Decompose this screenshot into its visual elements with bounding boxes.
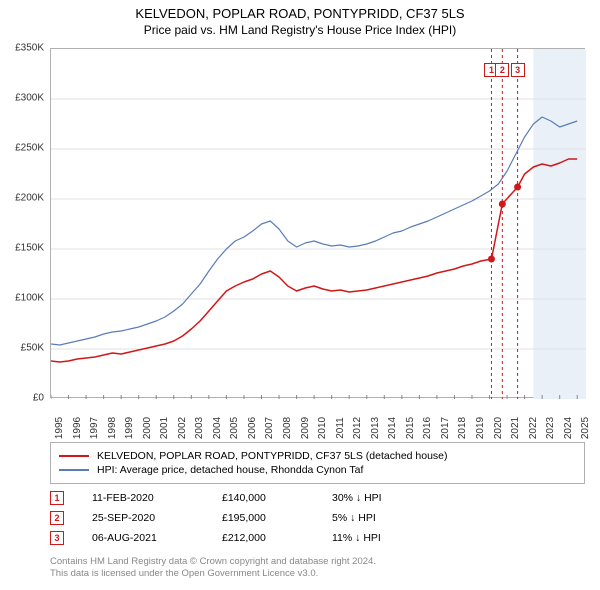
y-tick-label: £0	[33, 393, 44, 404]
legend-item: HPI: Average price, detached house, Rhon…	[59, 463, 576, 477]
event-table: 1 11-FEB-2020£140,00030% ↓ HPI 2 25-SEP-202…	[50, 488, 585, 548]
legend-swatch	[59, 455, 89, 457]
x-tick-label: 1999	[124, 417, 135, 439]
chart-event-marker: 3	[511, 63, 525, 77]
x-tick-label: 1997	[89, 417, 100, 439]
event-marker-icon: 3	[50, 531, 64, 545]
x-tick-label: 2000	[142, 417, 153, 439]
x-tick-label: 2016	[422, 417, 433, 439]
y-tick-label: £200K	[15, 193, 44, 204]
legend-label: HPI: Average price, detached house, Rhon…	[97, 464, 363, 476]
x-tick-label: 2021	[510, 417, 521, 439]
x-tick-label: 2015	[405, 417, 416, 439]
x-tick-label: 2023	[545, 417, 556, 439]
event-date: 11-FEB-2020	[92, 492, 222, 504]
x-tick-label: 2004	[212, 417, 223, 439]
event-marker-icon: 2	[50, 511, 64, 525]
chart-event-marker: 2	[495, 63, 509, 77]
x-tick-label: 2006	[247, 417, 258, 439]
y-tick-label: £150K	[15, 243, 44, 254]
chart-title-block: KELVEDON, POPLAR ROAD, PONTYPRIDD, CF37 …	[0, 0, 600, 37]
x-axis-labels: 1995 1996 1997 1998 1999 2000 2001 2002 2003 2004…	[50, 400, 585, 440]
event-diff: 30% ↓ HPI	[332, 492, 452, 504]
event-diff: 11% ↓ HPI	[332, 532, 452, 544]
x-tick-label: 2007	[264, 417, 275, 439]
y-tick-label: £100K	[15, 293, 44, 304]
legend-label: KELVEDON, POPLAR ROAD, PONTYPRIDD, CF37 …	[97, 450, 448, 462]
x-tick-label: 2011	[335, 417, 346, 439]
y-tick-label: £350K	[15, 43, 44, 54]
x-tick-label: 1995	[54, 417, 65, 439]
event-row: 1 11-FEB-2020£140,00030% ↓ HPI	[50, 488, 585, 508]
event-price: £140,000	[222, 492, 332, 504]
event-date: 25-SEP-2020	[92, 512, 222, 524]
event-diff: 5% ↓ HPI	[332, 512, 452, 524]
x-tick-label: 2012	[352, 417, 363, 439]
x-tick-label: 2009	[300, 417, 311, 439]
x-tick-label: 2003	[194, 417, 205, 439]
chart-svg	[51, 49, 586, 399]
event-marker-icon: 1	[50, 491, 64, 505]
event-row: 2 25-SEP-2020£195,0005% ↓ HPI	[50, 508, 585, 528]
x-tick-label: 1998	[107, 417, 118, 439]
x-tick-label: 2002	[177, 417, 188, 439]
legend-item: KELVEDON, POPLAR ROAD, PONTYPRIDD, CF37 …	[59, 449, 576, 463]
x-tick-label: 2017	[440, 417, 451, 439]
x-tick-label: 2010	[317, 417, 328, 439]
x-tick-label: 1996	[72, 417, 83, 439]
x-tick-label: 2005	[229, 417, 240, 439]
chart-plot-area: 123	[50, 48, 585, 398]
y-tick-label: £300K	[15, 93, 44, 104]
x-tick-label: 2024	[563, 417, 574, 439]
x-tick-label: 2020	[493, 417, 504, 439]
footer-attribution: Contains HM Land Registry data © Crown c…	[50, 556, 376, 581]
legend-swatch	[59, 469, 89, 471]
x-tick-label: 2013	[370, 417, 381, 439]
y-tick-label: £250K	[15, 143, 44, 154]
x-tick-label: 2001	[159, 417, 170, 439]
x-tick-label: 2014	[387, 417, 398, 439]
footer-line-1: Contains HM Land Registry data © Crown c…	[50, 556, 376, 568]
chart-subtitle: Price paid vs. HM Land Registry's House …	[0, 23, 600, 37]
footer-line-2: This data is licensed under the Open Gov…	[50, 568, 376, 580]
x-tick-label: 2008	[282, 417, 293, 439]
chart-title: KELVEDON, POPLAR ROAD, PONTYPRIDD, CF37 …	[0, 6, 600, 21]
event-price: £195,000	[222, 512, 332, 524]
event-date: 06-AUG-2021	[92, 532, 222, 544]
x-tick-label: 2019	[475, 417, 486, 439]
y-tick-label: £50K	[21, 343, 44, 354]
x-tick-label: 2018	[457, 417, 468, 439]
y-axis-labels: £0£50K£100K£150K£200K£250K£300K£350K	[0, 48, 48, 398]
event-row: 3 06-AUG-2021£212,00011% ↓ HPI	[50, 528, 585, 548]
legend: KELVEDON, POPLAR ROAD, PONTYPRIDD, CF37 …	[50, 442, 585, 484]
x-tick-label: 2025	[580, 417, 591, 439]
event-price: £212,000	[222, 532, 332, 544]
x-tick-label: 2022	[528, 417, 539, 439]
